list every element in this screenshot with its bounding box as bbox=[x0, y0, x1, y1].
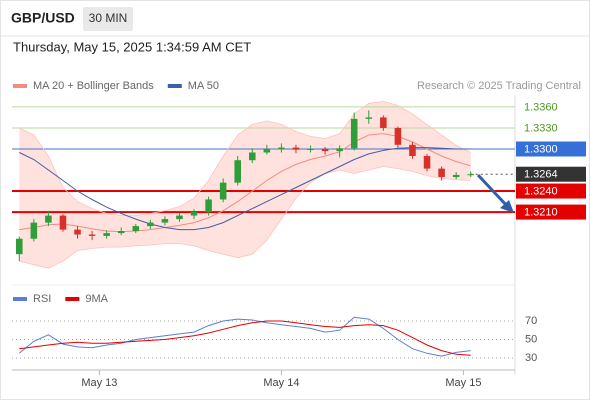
legend-label: MA 20 + Bollinger Bands bbox=[33, 80, 154, 92]
candle-body bbox=[161, 219, 169, 223]
candle-body bbox=[278, 147, 285, 149]
price-label: 1.3300 bbox=[524, 143, 558, 155]
legend-swatch bbox=[167, 84, 182, 88]
interval: 30 MIN bbox=[89, 11, 128, 25]
legend-label: RSI bbox=[33, 293, 51, 305]
x-tick-label: May 13 bbox=[81, 377, 117, 389]
candle-body bbox=[45, 215, 52, 223]
price-label: 1.3240 bbox=[524, 185, 558, 197]
candle-body bbox=[176, 215, 183, 220]
candle-body bbox=[380, 117, 387, 128]
price-label: 1.3210 bbox=[524, 206, 558, 218]
candle-body bbox=[467, 174, 474, 176]
price-label-box bbox=[516, 141, 586, 157]
candle-body bbox=[307, 148, 314, 150]
forecast-arrow bbox=[476, 173, 510, 209]
candle-body bbox=[394, 127, 402, 145]
candle-body bbox=[336, 148, 343, 152]
candle-body bbox=[350, 118, 358, 149]
forecast-arrowhead bbox=[500, 200, 514, 213]
price-label: 1.3264 bbox=[524, 169, 558, 181]
candle-body bbox=[249, 152, 256, 161]
y-tick-label: 50 bbox=[525, 333, 537, 345]
price-label-box bbox=[516, 204, 586, 220]
interval-box bbox=[83, 7, 133, 31]
candle-body bbox=[365, 117, 373, 119]
candle-body bbox=[16, 238, 23, 255]
candle-body bbox=[88, 234, 96, 236]
candle-body bbox=[147, 222, 154, 227]
price-label: 1.3360 bbox=[524, 101, 558, 113]
datetime: Thursday, May 15, 2025 1:34:59 AM CET bbox=[13, 39, 251, 54]
candle-body bbox=[30, 222, 38, 239]
price-label: 1.3330 bbox=[524, 122, 558, 134]
legend-swatch bbox=[13, 84, 27, 88]
candle-body bbox=[321, 148, 329, 152]
candle-body bbox=[292, 147, 300, 150]
candle-body bbox=[205, 199, 212, 213]
candle-body bbox=[263, 148, 271, 153]
candle-body bbox=[234, 160, 241, 183]
legend-swatch bbox=[13, 297, 27, 301]
price-label-box bbox=[516, 183, 586, 199]
bollinger-upper bbox=[19, 100, 471, 216]
candle-body bbox=[117, 231, 125, 234]
legend-swatch bbox=[65, 297, 80, 301]
candle-body bbox=[423, 155, 431, 169]
candle-body bbox=[452, 174, 460, 178]
candle-body bbox=[103, 233, 110, 236]
x-tick-label: May 14 bbox=[263, 377, 299, 389]
ma-line bbox=[19, 147, 471, 231]
candle-body bbox=[409, 144, 416, 156]
bollinger-band bbox=[19, 101, 471, 269]
symbol: GBP/USD bbox=[11, 10, 75, 26]
candle-body bbox=[219, 182, 227, 200]
candle-body bbox=[190, 212, 198, 216]
legend-label: MA 50 bbox=[188, 80, 219, 92]
candle-body bbox=[74, 229, 81, 235]
candle-body bbox=[438, 168, 445, 178]
indicator-line bbox=[18, 316, 471, 357]
candle-body bbox=[59, 215, 67, 230]
x-tick-label: May 15 bbox=[445, 377, 481, 389]
y-tick-label: 30 bbox=[525, 352, 537, 364]
price-label-box bbox=[516, 166, 586, 182]
bollinger-lower bbox=[19, 166, 471, 269]
legend-label: 9MA bbox=[85, 293, 108, 305]
indicator-line bbox=[19, 320, 471, 356]
y-tick-label: 70 bbox=[525, 315, 537, 327]
credit: Research © 2025 Trading Central bbox=[417, 80, 581, 92]
candle-body bbox=[132, 226, 140, 232]
